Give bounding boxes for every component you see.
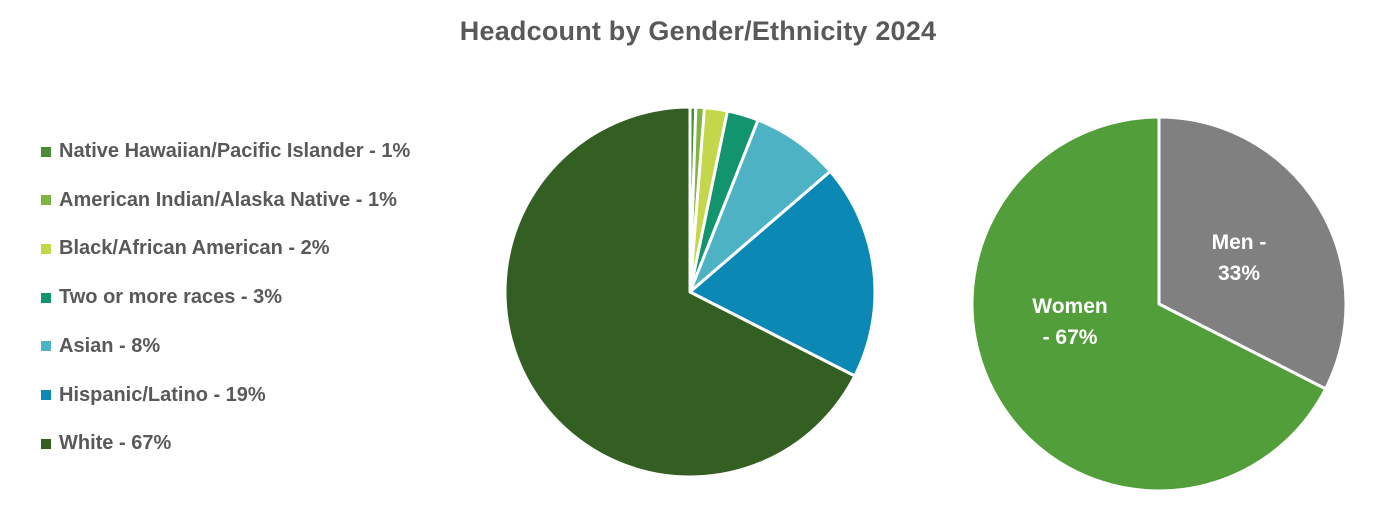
legend-item-black-african-american: Black/African American - 2%	[41, 237, 329, 260]
chart-title: Headcount by Gender/Ethnicity 2024	[459, 16, 937, 46]
pie-slice-men	[1157, 115, 1348, 391]
legend-label: Asian - 8%	[59, 334, 161, 357]
ethnicity-pie	[503, 105, 877, 479]
legend-swatch	[41, 243, 51, 254]
legend-item-two-or-more-races: Two or more races - 3%	[41, 286, 282, 309]
gender-pie: Men -33% Women - 67%	[970, 115, 1348, 493]
pie-slice-hispanic-latino	[688, 169, 877, 378]
legend-label: White - 67%	[59, 432, 172, 455]
legend-label: Black/African American - 2%	[59, 237, 330, 260]
legend-item-asian: Asian - 8%	[41, 335, 160, 358]
legend-swatch	[41, 292, 51, 303]
legend-label: American Indian/Alaska Native - 1%	[59, 188, 397, 211]
legend-swatch	[41, 438, 51, 449]
data-label-women: Women - 67%	[1032, 295, 1107, 349]
pie-slice-women	[970, 115, 1328, 493]
pie-slice-white	[503, 105, 857, 479]
legend-item-white: White - 67%	[41, 432, 171, 455]
legend-swatch	[41, 146, 51, 157]
legend-item-native-hawaiian-pacific-islander: Native Hawaiian/Pacific Islander - 1%	[41, 140, 410, 163]
legend-swatch	[41, 195, 51, 206]
data-label-men: Men -33%	[1212, 231, 1267, 285]
legend-label: Hispanic/Latino - 19%	[59, 383, 266, 406]
legend-swatch	[41, 390, 51, 400]
legend-label: Two or more races - 3%	[59, 286, 283, 309]
legend-item-hispanic-latino: Hispanic/Latino - 19%	[41, 384, 266, 407]
legend-label: Native Hawaiian/Pacific Islander - 1%	[59, 140, 411, 162]
legend-swatch	[41, 341, 51, 352]
legend-item-american-indian-alaska-native: American Indian/Alaska Native - 1%	[41, 189, 397, 212]
